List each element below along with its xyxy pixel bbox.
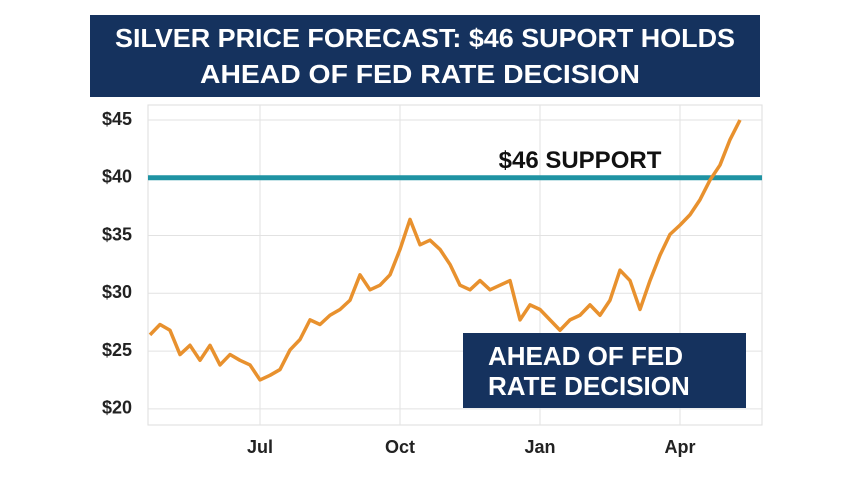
annotation-text: RATE DECISION xyxy=(488,371,690,401)
chart-title: SILVER PRICE FORECAST: $46 SUPORT HOLDS xyxy=(115,23,735,53)
plot-frame xyxy=(147,104,763,426)
x-tick-label: Jan xyxy=(524,437,555,457)
y-tick-label: $25 xyxy=(102,340,132,360)
price-line xyxy=(148,119,742,382)
y-tick-label: $35 xyxy=(102,224,132,244)
x-tick-label: Apr xyxy=(665,437,696,457)
y-tick-label: $30 xyxy=(102,282,132,302)
annotation-text: AHEAD OF FED xyxy=(488,341,683,371)
x-tick-label: Jul xyxy=(247,437,273,457)
support-label: $46 SUPPORT xyxy=(499,147,662,174)
y-tick-label: $20 xyxy=(102,398,132,418)
x-tick-label: Oct xyxy=(385,437,415,457)
chart-title: AHEAD OF FED RATE DECISION xyxy=(200,59,640,89)
title-banner xyxy=(90,15,760,97)
y-tick-label: $40 xyxy=(102,167,132,187)
y-tick-label: $45 xyxy=(102,109,132,129)
annotation-box xyxy=(463,333,746,408)
